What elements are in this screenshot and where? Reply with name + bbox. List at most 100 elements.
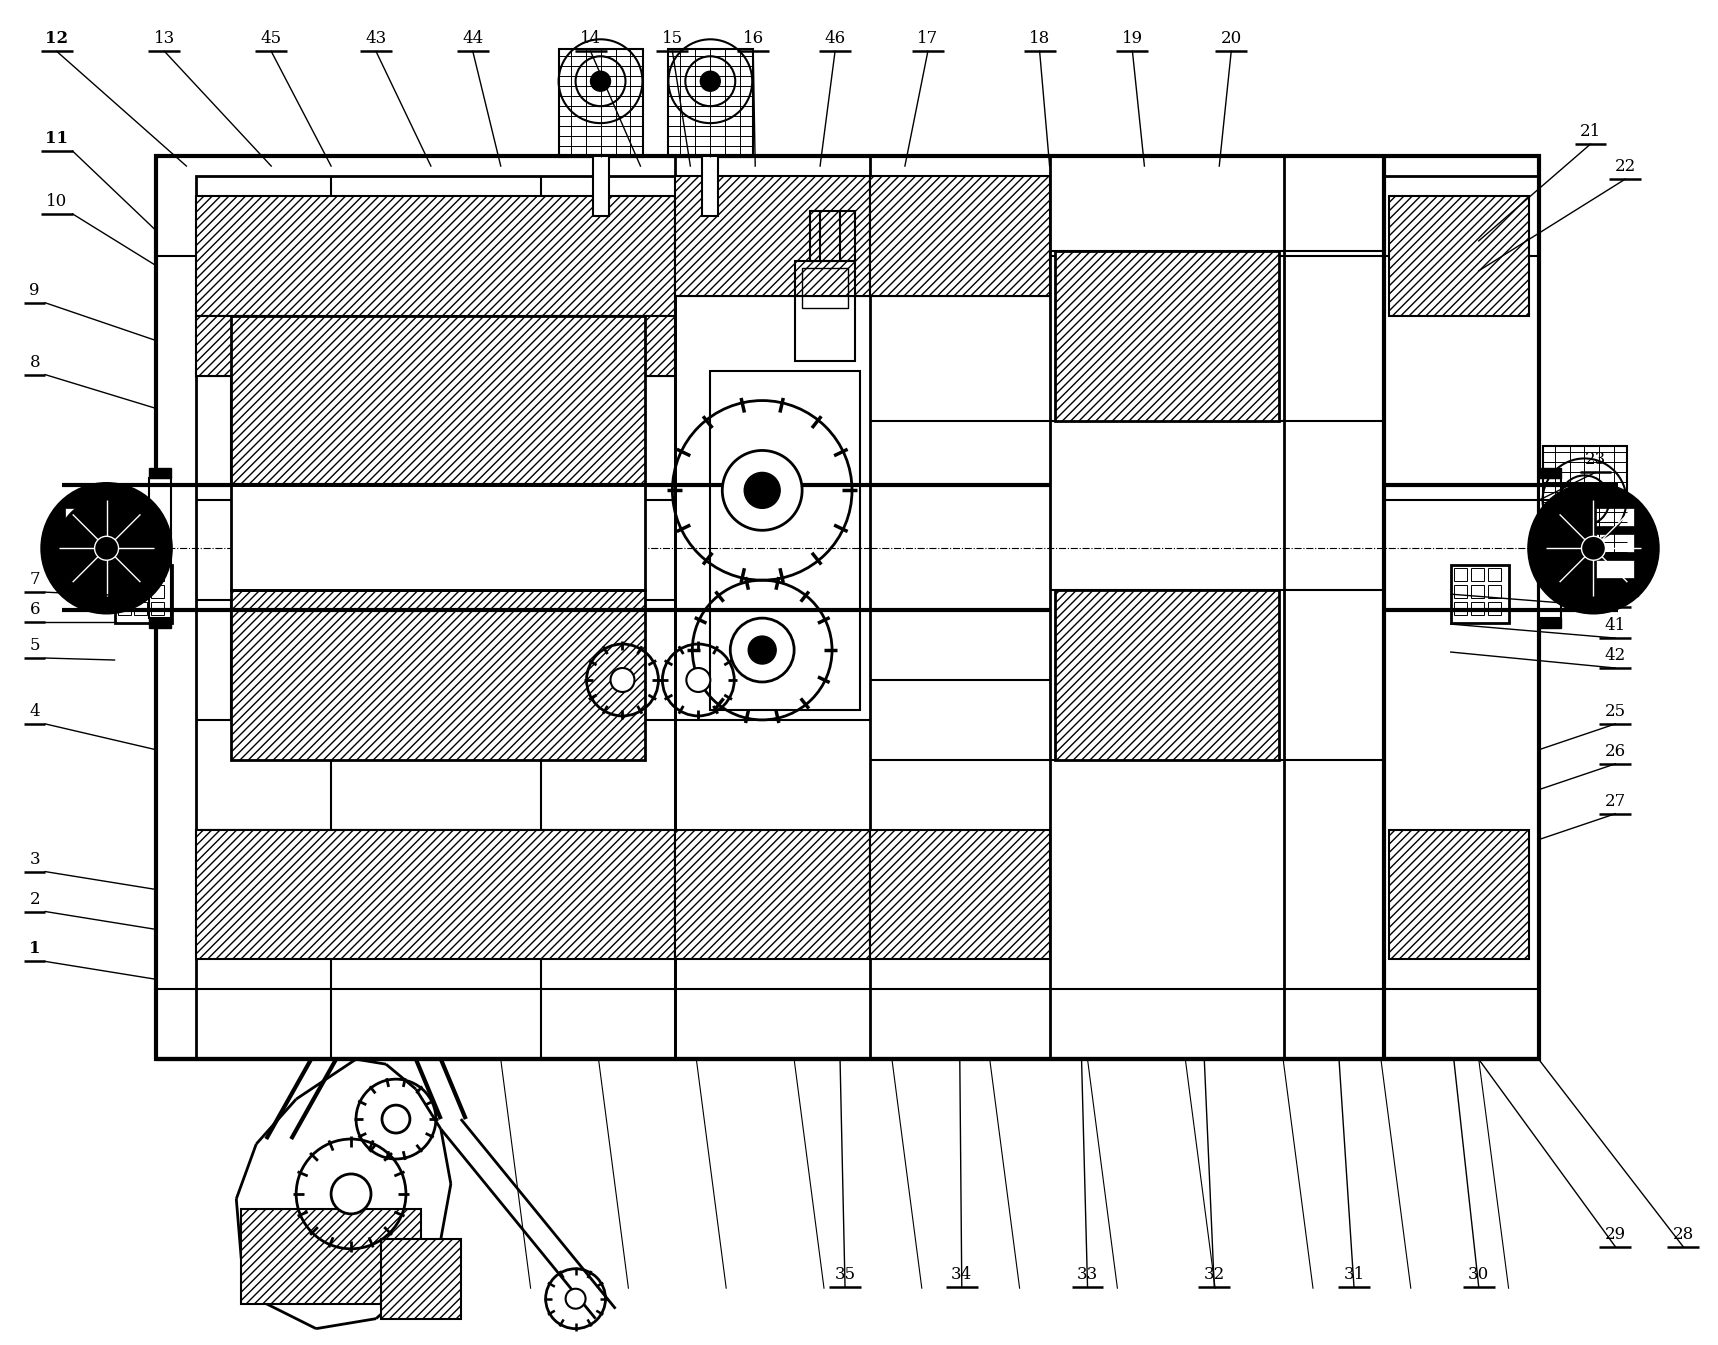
Circle shape <box>610 668 634 691</box>
Circle shape <box>701 71 720 91</box>
Bar <box>1453 568 1467 581</box>
Bar <box>196 830 675 959</box>
Text: 41: 41 <box>1605 617 1625 633</box>
Text: 14: 14 <box>581 31 601 47</box>
Bar <box>1488 568 1500 581</box>
Bar <box>151 568 165 581</box>
Circle shape <box>332 1174 371 1215</box>
Circle shape <box>565 1289 586 1309</box>
Bar <box>65 508 103 526</box>
Circle shape <box>41 483 172 613</box>
Text: 31: 31 <box>1343 1266 1364 1283</box>
Bar <box>1596 561 1634 578</box>
Bar <box>675 830 869 959</box>
Bar <box>675 176 869 296</box>
Circle shape <box>381 1106 411 1132</box>
Circle shape <box>57 499 156 599</box>
Bar <box>134 603 148 615</box>
Text: 11: 11 <box>45 130 69 147</box>
Bar <box>1385 176 1539 1060</box>
Bar <box>117 603 131 615</box>
Text: 4: 4 <box>29 703 40 720</box>
Bar <box>541 316 675 375</box>
Text: 42: 42 <box>1605 647 1625 664</box>
Text: 20: 20 <box>1220 31 1242 47</box>
Bar <box>196 196 675 316</box>
Bar <box>156 156 1539 1060</box>
Bar <box>1596 508 1634 526</box>
Text: 35: 35 <box>835 1266 856 1283</box>
Bar <box>149 479 172 619</box>
Text: 15: 15 <box>661 31 684 47</box>
Bar <box>149 468 172 479</box>
Circle shape <box>687 668 710 691</box>
Bar <box>65 534 103 553</box>
Bar <box>1596 534 1634 553</box>
Text: 8: 8 <box>29 354 40 371</box>
Text: 2: 2 <box>29 890 40 908</box>
Bar <box>869 830 1050 959</box>
Text: 1: 1 <box>29 940 41 958</box>
Circle shape <box>591 71 610 91</box>
Text: 23: 23 <box>1584 452 1606 468</box>
Bar <box>1539 479 1560 619</box>
Circle shape <box>1574 491 1594 510</box>
Bar <box>1055 590 1280 760</box>
Bar <box>811 211 856 261</box>
Text: 27: 27 <box>1605 792 1625 810</box>
Text: 43: 43 <box>366 31 387 47</box>
Bar <box>117 568 131 581</box>
Bar <box>703 156 718 217</box>
Text: 19: 19 <box>1122 31 1142 47</box>
Text: 18: 18 <box>1029 31 1050 47</box>
Circle shape <box>722 451 802 530</box>
Bar <box>232 590 646 760</box>
Bar <box>1471 568 1484 581</box>
Text: 12: 12 <box>45 31 69 47</box>
Bar <box>1488 585 1500 599</box>
Bar <box>869 176 1050 296</box>
Bar <box>1055 252 1280 421</box>
Bar <box>1453 603 1467 615</box>
Circle shape <box>749 636 777 664</box>
Bar <box>151 603 165 615</box>
Bar <box>1539 619 1560 628</box>
Text: 25: 25 <box>1605 703 1625 720</box>
Bar <box>1488 603 1500 615</box>
Bar <box>668 50 752 157</box>
Bar <box>156 990 1539 1060</box>
Text: 3: 3 <box>29 850 40 868</box>
Bar <box>196 316 295 375</box>
Text: 32: 32 <box>1204 1266 1225 1283</box>
Bar <box>1450 565 1508 623</box>
Text: 16: 16 <box>742 31 765 47</box>
Text: 9: 9 <box>29 281 40 299</box>
Bar <box>1539 468 1560 479</box>
Text: 28: 28 <box>1673 1225 1694 1243</box>
Bar <box>151 585 165 599</box>
Bar <box>149 619 172 628</box>
Bar <box>802 268 849 308</box>
Text: 34: 34 <box>952 1266 972 1283</box>
Bar <box>134 568 148 581</box>
Bar <box>241 1209 421 1303</box>
Text: 6: 6 <box>29 601 40 619</box>
Bar <box>795 261 856 360</box>
Bar <box>232 486 646 590</box>
Bar <box>558 50 644 157</box>
Text: 22: 22 <box>1615 157 1636 175</box>
Bar <box>1594 500 1639 596</box>
Circle shape <box>1582 537 1605 561</box>
Text: 5: 5 <box>29 638 40 654</box>
Text: 13: 13 <box>155 31 175 47</box>
Bar <box>593 156 608 217</box>
Text: 24: 24 <box>1605 586 1625 603</box>
Circle shape <box>94 537 119 561</box>
Circle shape <box>744 472 780 508</box>
Bar <box>1471 585 1484 599</box>
Bar <box>232 316 646 486</box>
Text: 17: 17 <box>917 31 938 47</box>
Bar <box>232 600 646 720</box>
Text: 30: 30 <box>1469 1266 1490 1283</box>
Text: 10: 10 <box>46 192 67 210</box>
